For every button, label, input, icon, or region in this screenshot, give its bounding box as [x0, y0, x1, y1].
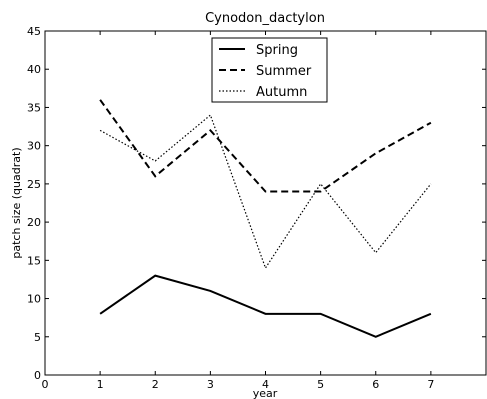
- series-lines: [99, 99, 432, 338]
- legend-entries: Spring Summer Autumn: [219, 43, 312, 100]
- x-tick-label: 0: [42, 378, 49, 391]
- y-tick-label: 20: [27, 216, 41, 229]
- y-tick-label: 30: [27, 140, 41, 153]
- x-tick-label: 2: [152, 378, 159, 391]
- legend: Spring Summer Autumn: [211, 37, 328, 103]
- x-tick-label: 6: [372, 378, 379, 391]
- y-tick-label: 25: [27, 178, 41, 191]
- x-tick-label: 7: [427, 378, 434, 391]
- legend-label-autumn: Autumn: [256, 85, 307, 100]
- y-tick-label: 5: [34, 331, 41, 344]
- legend-label-spring: Spring: [256, 43, 298, 58]
- x-tick-label: 3: [207, 378, 214, 391]
- x-tick-label: 1: [97, 378, 104, 391]
- y-tick-label: 35: [27, 101, 41, 114]
- y-tick-label: 40: [27, 63, 41, 76]
- series-line-autumn: [99, 114, 432, 270]
- legend-label-summer: Summer: [256, 64, 312, 79]
- y-tick-label: 45: [27, 25, 41, 38]
- y-tick-label: 15: [27, 254, 41, 267]
- y-tick-label: 10: [27, 293, 41, 306]
- chart-title: Cynodon_dactylon: [205, 11, 325, 26]
- series-line-spring: [99, 274, 432, 338]
- y-tick-label: 0: [34, 369, 41, 382]
- y-axis-label: patch size (quadrat): [10, 147, 23, 258]
- x-tick-label: 4: [262, 378, 269, 391]
- series-line-summer: [99, 99, 432, 193]
- x-axis-label: year: [253, 387, 278, 399]
- x-tick-label: 5: [317, 378, 324, 391]
